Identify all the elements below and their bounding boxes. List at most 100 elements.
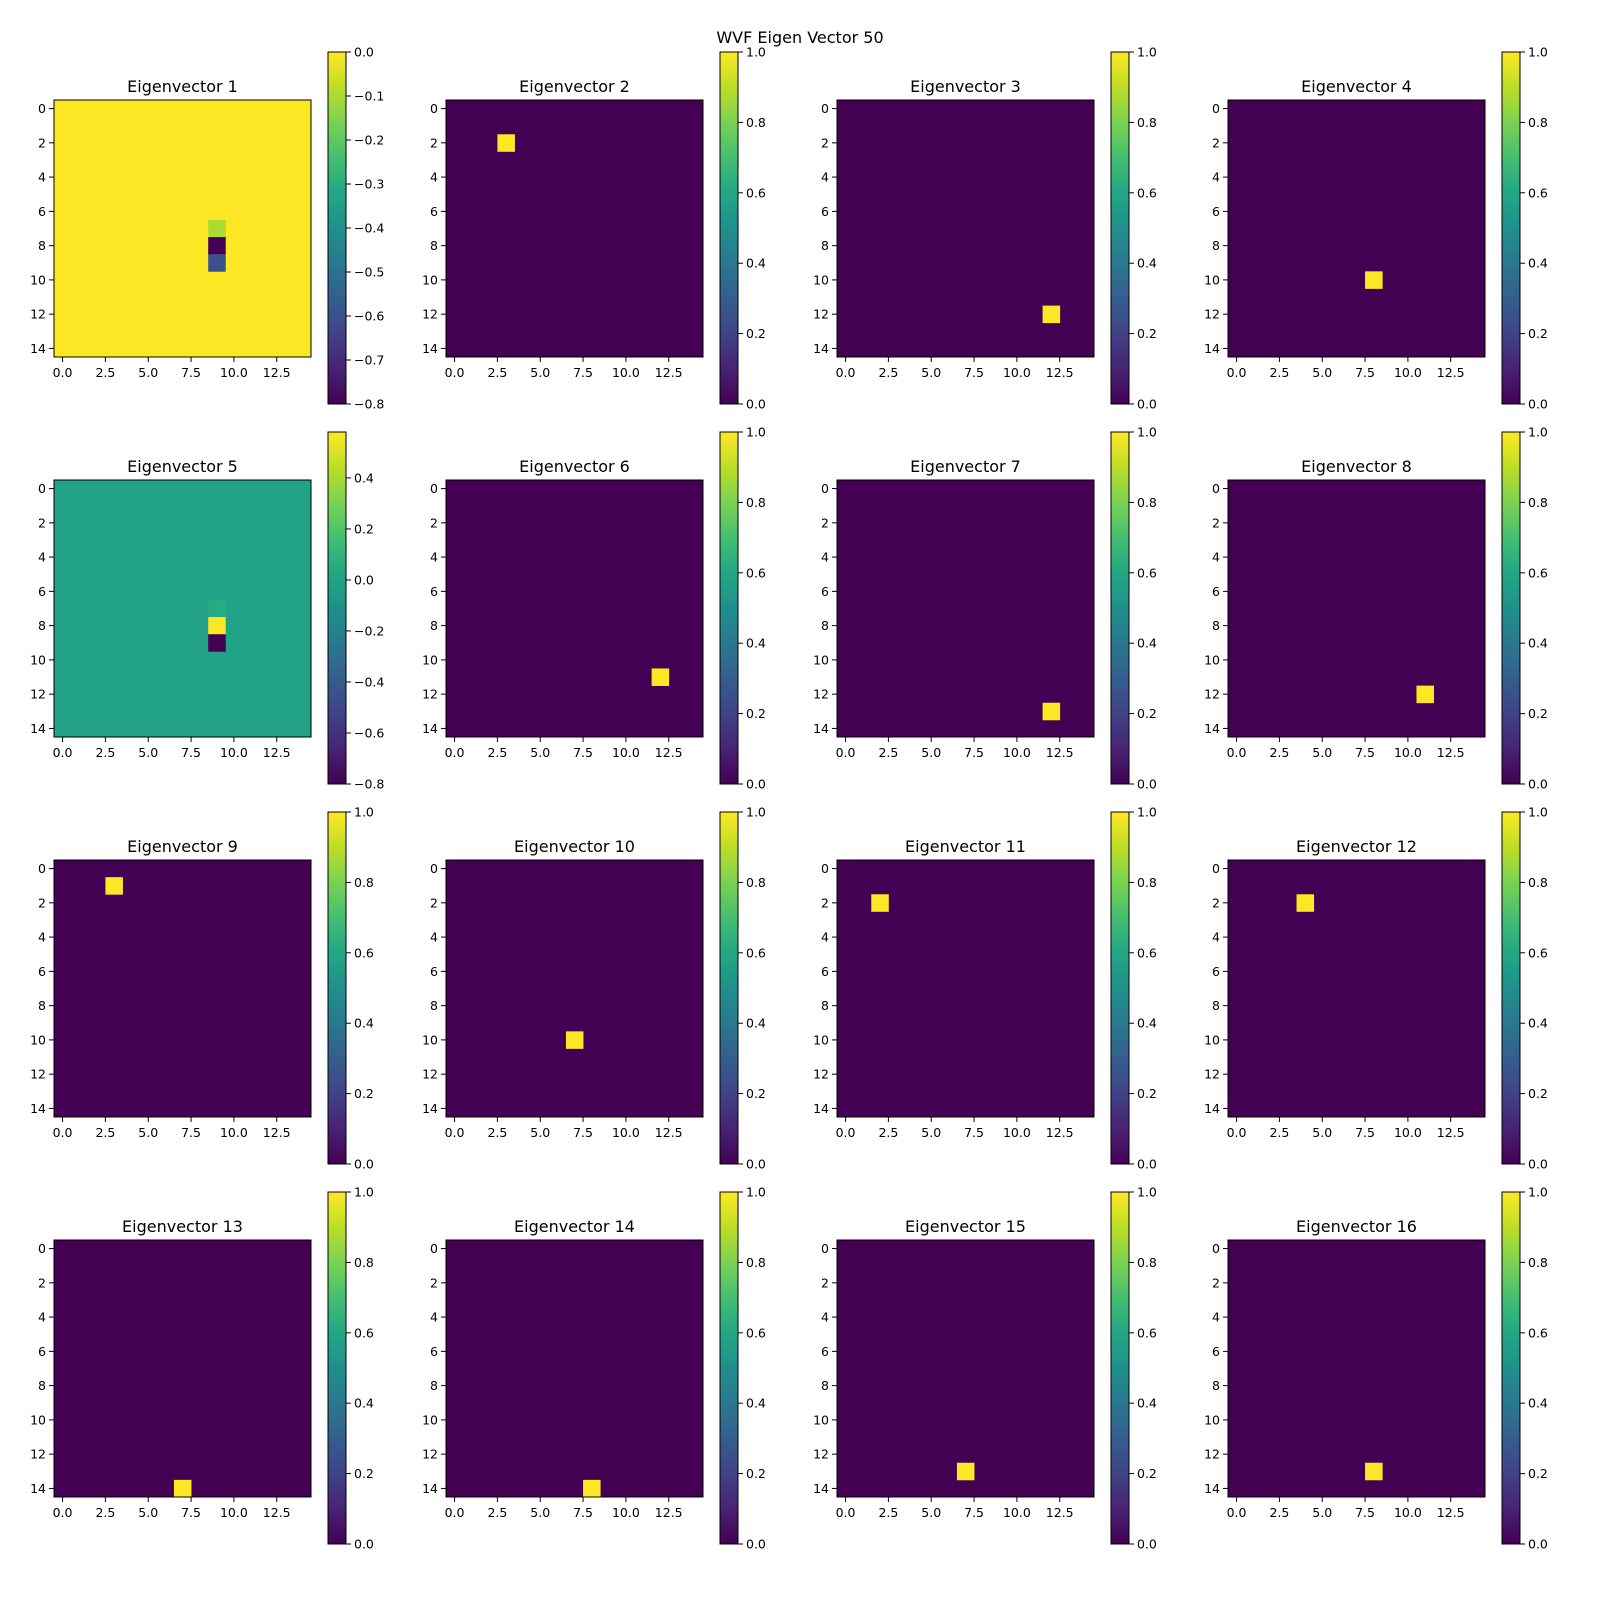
heatmap-frame <box>836 1239 1095 1498</box>
y-tick-label: 12 <box>422 1067 438 1082</box>
colorbar-tick-label: 0.4 <box>1528 1396 1548 1411</box>
colorbar-tick-label: 0.2 <box>746 326 766 341</box>
x-tick-label: 5.0 <box>1312 745 1332 760</box>
colorbar-tick-label: 0.0 <box>746 777 766 792</box>
colorbar <box>1502 432 1520 784</box>
heatmap-background <box>54 100 311 357</box>
y-tick-label: 8 <box>430 618 438 633</box>
y-tick-label: 0 <box>821 101 829 116</box>
y-tick-label: 8 <box>821 1378 829 1393</box>
y-tick-label: 6 <box>38 204 46 219</box>
y-tick-label: 6 <box>1212 584 1220 599</box>
y-tick-label: 0 <box>38 101 46 116</box>
heatmap-frame <box>445 859 704 1118</box>
y-tick-label: 8 <box>430 1378 438 1393</box>
x-tick-label: 7.5 <box>573 745 593 760</box>
figure-title: WVF Eigen Vector 50 <box>716 28 884 47</box>
heatmap-cell <box>871 894 889 912</box>
subplot-title: Eigenvector 9 <box>127 837 238 856</box>
colorbar-tick-label: 0.6 <box>354 945 374 960</box>
x-tick-label: 2.5 <box>1269 1505 1289 1520</box>
x-tick-label: 5.0 <box>138 1505 158 1520</box>
x-tick-label: 5.0 <box>530 365 550 380</box>
colorbar-frame <box>719 51 739 405</box>
x-tick-label: 10.0 <box>612 1505 640 1520</box>
x-tick-label: 7.5 <box>1355 365 1375 380</box>
colorbar-tick-label: 0.2 <box>1528 1086 1548 1101</box>
x-tick-label: 12.5 <box>1437 745 1465 760</box>
colorbar-tick-label: 0.6 <box>1528 1325 1548 1340</box>
colorbar-tick-label: 0.8 <box>746 115 766 130</box>
y-tick-label: 10 <box>1204 1032 1220 1047</box>
y-tick-label: 0 <box>430 1241 438 1256</box>
colorbar <box>720 812 738 1164</box>
y-tick-label: 12 <box>1204 1447 1220 1462</box>
x-tick-label: 12.5 <box>263 1505 291 1520</box>
heatmap-cell <box>583 1479 601 1498</box>
x-tick-label: 12.5 <box>655 1505 683 1520</box>
y-tick-label: 4 <box>430 550 438 565</box>
y-tick-label: 10 <box>1204 1412 1220 1427</box>
y-tick-label: 0 <box>821 861 829 876</box>
colorbar-frame <box>1501 51 1521 405</box>
subplot-9: Eigenvector 9 0 2 4 6 8 10 12 14 0.0 2.5 5.0 7.5 10.0… <box>30 805 374 1172</box>
subplot-title: Eigenvector 13 <box>122 1217 243 1236</box>
colorbar-tick-label: 0.0 <box>1528 777 1548 792</box>
colorbar <box>720 432 738 784</box>
x-tick-label: 12.5 <box>655 745 683 760</box>
colorbar-tick-label: 0.8 <box>354 875 374 890</box>
x-tick-label: 0.0 <box>836 1505 856 1520</box>
subplot-title: Eigenvector 4 <box>1301 77 1412 96</box>
colorbar <box>1502 1192 1520 1544</box>
heatmap-frame <box>445 479 704 738</box>
x-tick-label: 7.5 <box>964 1505 984 1520</box>
subplot-title: Eigenvector 10 <box>514 837 635 856</box>
y-tick-label: 10 <box>813 652 829 667</box>
x-tick-label: 0.0 <box>836 1125 856 1140</box>
heatmap-cell <box>208 634 226 652</box>
y-tick-label: 12 <box>422 687 438 702</box>
y-tick-label: 10 <box>813 272 829 287</box>
y-tick-label: 14 <box>422 721 438 736</box>
y-tick-label: 4 <box>821 550 829 565</box>
heatmap-cell <box>497 134 515 152</box>
colorbar-frame <box>719 431 739 785</box>
colorbar-tick-label: 0.0 <box>354 45 374 60</box>
y-tick-label: 2 <box>430 135 438 150</box>
y-tick-label: 10 <box>422 652 438 667</box>
colorbar-tick-label: 0.2 <box>746 706 766 721</box>
colorbar <box>1111 1192 1129 1544</box>
y-tick-label: 8 <box>1212 998 1220 1013</box>
heatmap-frame <box>1227 1239 1486 1498</box>
heatmap-frame <box>1227 99 1486 358</box>
y-tick-label: 12 <box>1204 687 1220 702</box>
heatmap-cell <box>1042 702 1061 721</box>
colorbar-tick-label: 0.8 <box>1528 115 1548 130</box>
heatmap-cell <box>1365 271 1383 289</box>
colorbar-tick-label: 0.6 <box>746 945 766 960</box>
heatmap-background <box>446 480 703 737</box>
colorbar <box>328 1192 346 1544</box>
x-tick-label: 5.0 <box>1312 365 1332 380</box>
heatmap-frame <box>836 99 1095 358</box>
y-tick-label: 8 <box>430 238 438 253</box>
x-tick-label: 2.5 <box>878 1125 898 1140</box>
y-tick-label: 8 <box>1212 618 1220 633</box>
colorbar-tick-label: 0.4 <box>1528 636 1548 651</box>
y-tick-label: 4 <box>38 550 46 565</box>
heatmap-cell <box>105 877 123 895</box>
heatmap-frame <box>445 99 704 358</box>
colorbar-tick-label: 0.4 <box>746 1396 766 1411</box>
heatmap-frame <box>53 99 312 358</box>
x-tick-label: 10.0 <box>612 1125 640 1140</box>
y-tick-label: 6 <box>821 204 829 219</box>
heatmap-background <box>1228 860 1485 1117</box>
x-tick-label: 12.5 <box>1046 1125 1074 1140</box>
x-tick-label: 2.5 <box>95 365 115 380</box>
heatmap-background <box>1228 1240 1485 1497</box>
colorbar <box>328 432 346 784</box>
x-tick-label: 5.0 <box>530 1505 550 1520</box>
x-tick-label: 7.5 <box>181 745 201 760</box>
colorbar-tick-label: 0.6 <box>354 1325 374 1340</box>
y-tick-label: 0 <box>1212 481 1220 496</box>
